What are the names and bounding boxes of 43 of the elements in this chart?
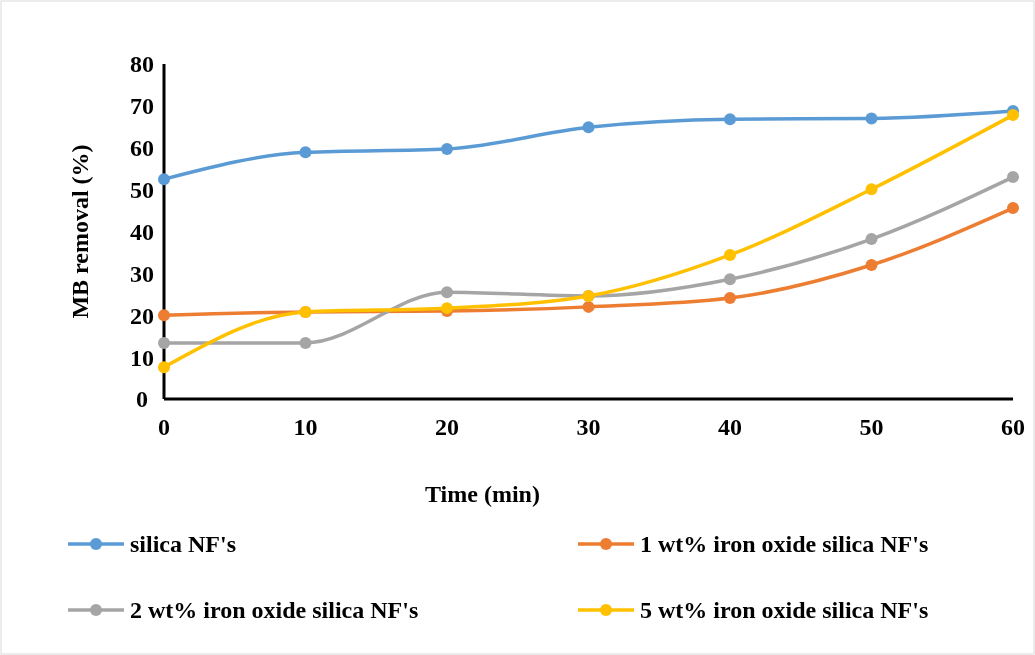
point <box>724 273 736 286</box>
point <box>158 361 170 374</box>
y-tick-label: 30 <box>130 260 154 287</box>
point <box>158 309 170 322</box>
y-tick-label: 20 <box>130 302 154 329</box>
point <box>1007 109 1019 122</box>
point <box>158 336 170 349</box>
y-tick-label: 70 <box>130 93 154 120</box>
x-tick-label: 20 <box>435 414 459 440</box>
y-axis-title: MB removal (%) <box>67 144 93 319</box>
point <box>299 146 312 159</box>
x-tick-label: 50 <box>859 414 884 440</box>
x-tick-label: 30 <box>576 414 601 440</box>
legend-label: 1 wt% iron oxide silica NF's <box>640 531 929 558</box>
point <box>724 113 736 126</box>
y-tick-label: 10 <box>130 344 154 371</box>
point <box>441 143 453 156</box>
legend-label: 2 wt% iron oxide silica NF's <box>130 597 419 624</box>
point <box>582 300 595 313</box>
point <box>158 173 170 186</box>
y-tick-label: 50 <box>130 177 154 204</box>
point <box>865 183 878 196</box>
y-tick-label: 0 <box>136 386 148 413</box>
x-tick-label: 60 <box>1001 414 1025 440</box>
point <box>441 286 453 299</box>
point <box>865 233 878 246</box>
x-tick-label: 10 <box>293 414 318 440</box>
x-tick-label: 0 <box>158 414 170 440</box>
point <box>724 292 736 305</box>
point <box>299 336 312 349</box>
point <box>582 121 595 134</box>
y-tick-label: 60 <box>130 135 154 162</box>
x-tick-label: 40 <box>718 414 742 440</box>
point <box>1007 171 1019 184</box>
point <box>865 112 878 125</box>
point <box>724 248 736 261</box>
point <box>865 259 878 271</box>
legend-label: 5 wt% iron oxide silica NF's <box>640 597 929 624</box>
legend-label: silica NF's <box>130 531 236 558</box>
y-tick-label: 80 <box>130 51 154 78</box>
x-axis-title: Time (min) <box>425 481 540 507</box>
point <box>1007 202 1019 215</box>
y-tick-label: 40 <box>130 218 154 245</box>
